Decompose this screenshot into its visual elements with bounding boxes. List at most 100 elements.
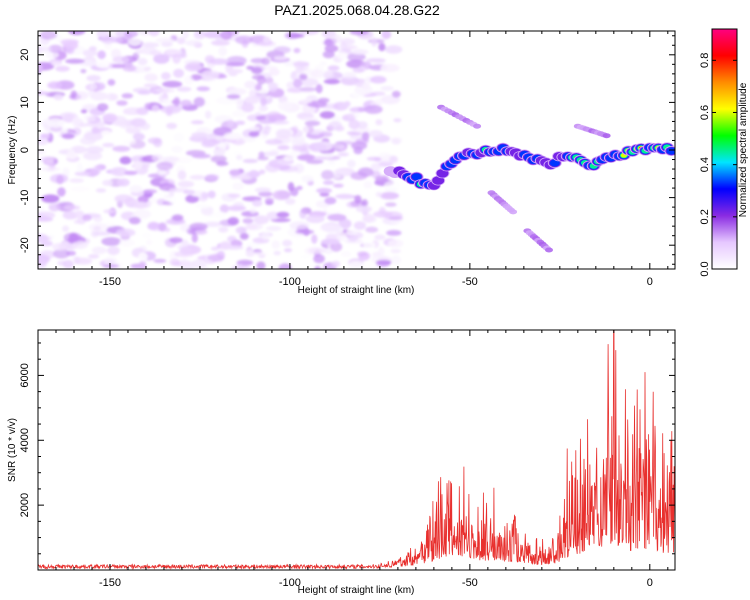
noise-blob [185,40,202,46]
noise-blob [242,158,259,164]
noise-blob [365,265,380,269]
noise-blob [290,150,298,158]
x-tick-label: -100 [279,276,301,288]
noise-blob [374,234,386,241]
noise-blob [249,126,260,132]
noise-blob [132,132,145,141]
noise-blob [47,81,63,90]
noise-blob [171,145,183,153]
noise-blob [62,167,70,178]
noise-blob [323,78,341,85]
noise-blob [124,170,138,176]
noise-blob [61,127,68,135]
noise-blob [256,75,266,85]
noise-blob [62,259,74,269]
noise-blob [256,261,266,269]
noise-blob [386,230,402,236]
x-tick-label: 0 [647,577,653,589]
noise-blob [283,248,293,253]
noise-blob [390,249,401,254]
noise-blob [215,36,223,43]
noise-blob [132,52,140,61]
y-tick-label: 6000 [19,363,31,387]
noise-blob [305,214,325,224]
noise-blob [116,100,128,106]
snr-frame [37,329,676,571]
noise-blob [62,41,78,49]
noise-blob [91,246,107,255]
noise-blob [146,239,153,246]
noise-blob [245,222,263,231]
noise-blob [134,201,148,209]
noise-blob [361,199,369,208]
noise-blob [272,190,291,201]
noise-blob [287,182,295,192]
noise-blob [322,50,335,59]
noise-blob [82,49,98,57]
noise-blob [299,98,313,104]
noise-blob [151,154,164,162]
noise-blob [193,31,206,40]
noise-blob [63,232,82,243]
noise-blob [176,86,192,92]
noise-blob [375,192,383,197]
noise-blob [137,57,148,66]
noise-blob [88,254,100,259]
noise-blob [370,162,382,171]
noise-blob [262,151,279,157]
noise-blob [107,246,120,256]
noise-blob [137,195,149,204]
noise-blob [128,216,141,225]
y-tick-label: -20 [19,237,31,253]
noise-blob [338,218,352,229]
y-tick-label: 2000 [19,493,31,517]
noise-blob [143,83,158,88]
noise-blob [253,215,270,225]
noise-blob [258,169,266,175]
noise-blob [380,86,394,91]
noise-blob [330,242,343,252]
noise-blob [38,149,47,155]
noise-blob [248,131,260,138]
signal-blob [473,123,482,129]
noise-blob [45,117,65,128]
noise-blob [375,175,388,183]
noise-blob [304,120,321,127]
x-tick-label: -50 [462,276,478,288]
noise-blob [213,211,227,219]
noise-blob [276,211,290,218]
noise-blob [235,120,246,126]
noise-blob [314,266,321,269]
noise-blob [122,64,136,72]
x-tick-label: -150 [99,276,121,288]
noise-blob [349,31,369,36]
noise-blob [96,103,109,112]
noise-blob [293,78,303,89]
noise-blob [138,252,148,262]
noise-blob [92,231,111,236]
spectrogram-y-label: Frequency (Hz) [7,116,18,185]
noise-blob [366,58,386,63]
noise-blob [182,31,189,39]
noise-blob [48,44,63,54]
noise-blob [346,59,366,69]
noise-blob [165,49,183,55]
spectrogram-signal [383,104,675,253]
noise-blob [264,197,274,203]
noise-blob [378,43,386,52]
noise-blob [251,67,263,75]
x-tick-label: -50 [462,577,478,589]
noise-blob [121,139,136,145]
noise-blob [380,63,400,73]
signal-blob [666,147,675,155]
noise-blob [378,152,392,161]
noise-blob [245,250,255,257]
noise-blob [67,148,76,158]
noise-blob [121,93,134,99]
y-tick-label: 10 [19,96,31,108]
noise-blob [38,64,43,71]
noise-blob [333,183,344,188]
noise-blob [323,41,336,46]
noise-blob [347,159,356,168]
